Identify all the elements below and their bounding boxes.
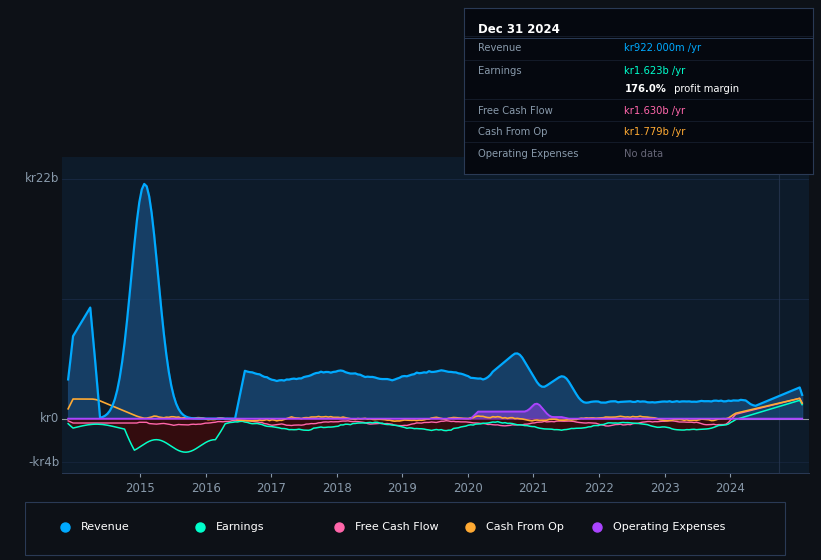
Text: 176.0%: 176.0% bbox=[624, 85, 667, 94]
Text: kr1.779b /yr: kr1.779b /yr bbox=[624, 127, 686, 137]
Text: Dec 31 2024: Dec 31 2024 bbox=[478, 24, 560, 36]
Text: No data: No data bbox=[624, 149, 663, 159]
Text: Revenue: Revenue bbox=[478, 43, 521, 53]
Text: -kr4b: -kr4b bbox=[28, 456, 59, 469]
Text: kr0: kr0 bbox=[40, 412, 59, 425]
Text: Cash From Op: Cash From Op bbox=[486, 521, 564, 531]
Text: Free Cash Flow: Free Cash Flow bbox=[355, 521, 438, 531]
Text: Earnings: Earnings bbox=[478, 66, 521, 76]
Text: kr922.000m /yr: kr922.000m /yr bbox=[624, 43, 701, 53]
Text: kr1.623b /yr: kr1.623b /yr bbox=[624, 66, 686, 76]
Text: Revenue: Revenue bbox=[81, 521, 130, 531]
Text: Cash From Op: Cash From Op bbox=[478, 127, 548, 137]
Text: kr22b: kr22b bbox=[25, 172, 59, 185]
Text: kr1.630b /yr: kr1.630b /yr bbox=[624, 106, 686, 116]
Text: Operating Expenses: Operating Expenses bbox=[478, 149, 578, 159]
Text: profit margin: profit margin bbox=[672, 85, 740, 94]
Text: Free Cash Flow: Free Cash Flow bbox=[478, 106, 553, 116]
Text: Earnings: Earnings bbox=[216, 521, 264, 531]
Text: Operating Expenses: Operating Expenses bbox=[613, 521, 726, 531]
